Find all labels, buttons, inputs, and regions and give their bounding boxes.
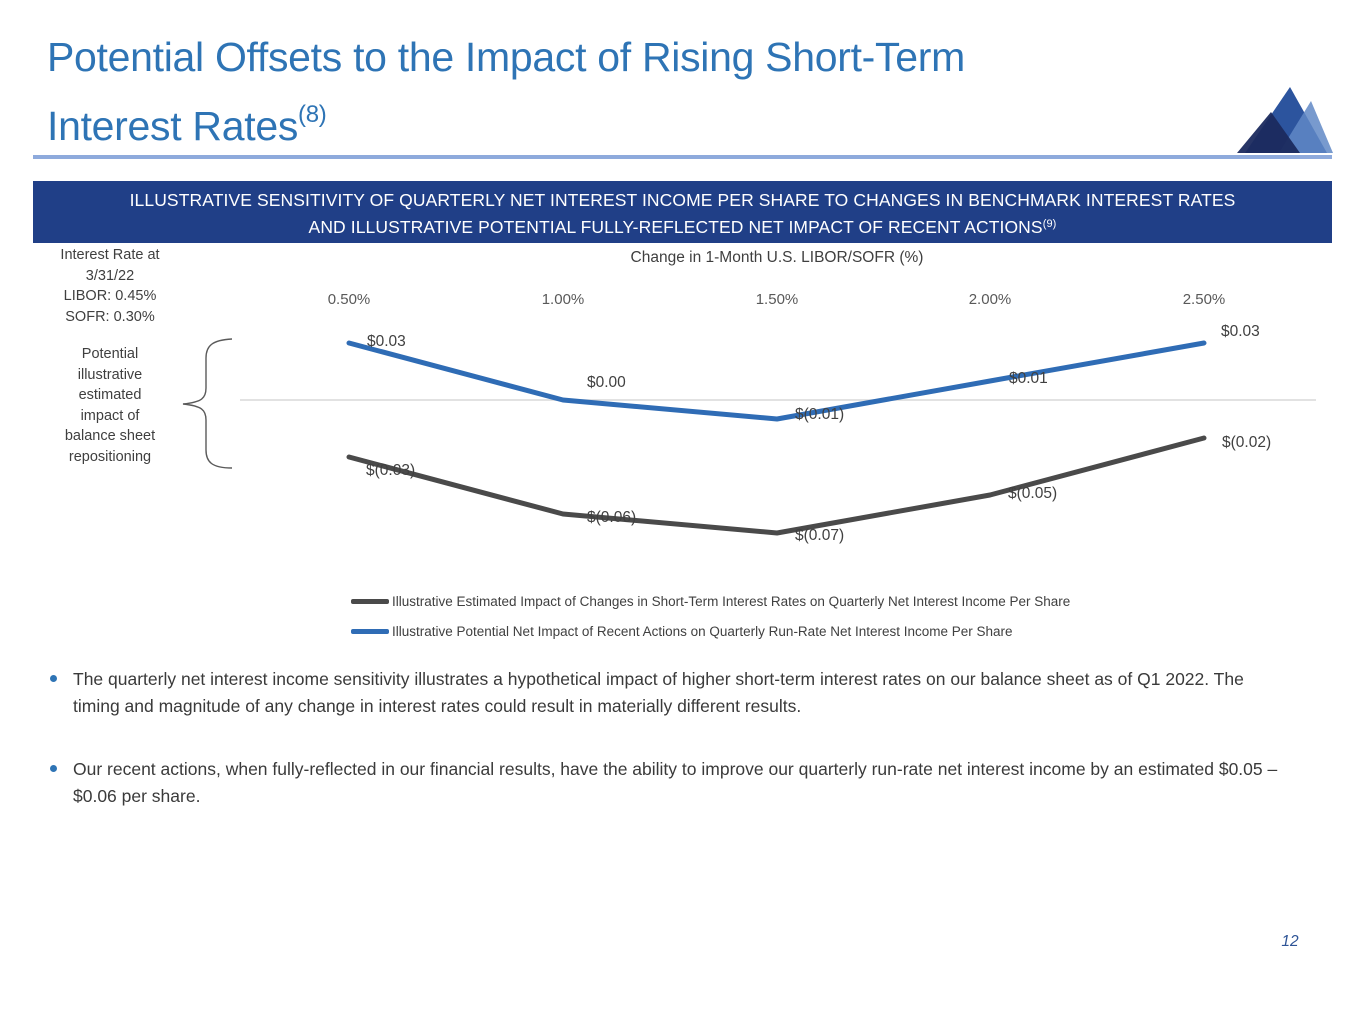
series-line-blue (346, 340, 1207, 422)
legend-line-swatch-blue (351, 628, 389, 634)
legend-label: Illustrative Potential Net Impact of Rec… (392, 623, 1013, 639)
x-axis-tick-label: 0.50% (327, 291, 371, 308)
title-underline (33, 155, 1332, 159)
data-point-label: $0.03 (367, 333, 406, 350)
balance-sheet-repositioning-note: Potential illustrative estimated impact … (64, 346, 156, 465)
x-axis-title: Change in 1-Month U.S. LIBOR/SOFR (%) (630, 249, 924, 266)
data-point-label: $0.03 (1221, 323, 1260, 340)
bullet-text: The quarterly net interest income sensit… (73, 669, 1244, 716)
bullet-item: The quarterly net interest income sensit… (50, 666, 1305, 720)
x-axis-tick-label: 1.00% (541, 291, 585, 308)
mountain-logo-icon (1237, 87, 1333, 153)
legend-item-estimated-impact: Illustrative Estimated Impact of Changes… (351, 592, 1070, 610)
banner-line-2: AND ILLUSTRATIVE POTENTIAL FULLY-REFLECT… (308, 217, 1057, 237)
data-point-label: $(0.01) (795, 406, 845, 423)
banner-line-1: ILLUSTRATIVE SENSITIVITY OF QUARTERLY NE… (129, 190, 1236, 210)
x-axis-tick-label: 2.00% (968, 291, 1012, 308)
title-line-1: Potential Offsets to the Impact of Risin… (47, 34, 965, 80)
x-axis-tick-label: 2.50% (1182, 291, 1226, 308)
title-line-2: Interest Rates (47, 103, 299, 149)
chart-legend: Illustrative Estimated Impact of Changes… (351, 592, 1070, 652)
data-point-label: $(0.06) (587, 509, 637, 526)
data-point-label: $(0.03) (366, 462, 416, 479)
bullet-dot-icon (50, 675, 57, 682)
bullet-text: Our recent actions, when fully-reflected… (73, 759, 1278, 806)
chart-banner: ILLUSTRATIVE SENSITIVITY OF QUARTERLY NE… (33, 181, 1332, 243)
x-axis-tick-label: 1.50% (755, 291, 799, 308)
series-line-gray (346, 435, 1207, 536)
legend-line-swatch-gray (351, 598, 389, 604)
page-title: Potential Offsets to the Impact of Risin… (47, 28, 1207, 155)
bullet-item: Our recent actions, when fully-reflected… (50, 756, 1305, 810)
data-point-label: $0.01 (1009, 370, 1048, 387)
data-point-label: $(0.05) (1008, 485, 1058, 502)
legend-label: Illustrative Estimated Impact of Changes… (392, 593, 1071, 609)
legend-item-net-impact: Illustrative Potential Net Impact of Rec… (351, 622, 1070, 640)
page-number: 12 (1281, 933, 1299, 950)
data-point-label: $(0.02) (1222, 434, 1272, 451)
banner-footnote-ref: (9) (1042, 218, 1057, 230)
title-footnote-ref: (8) (298, 101, 327, 128)
data-point-label: $(0.07) (795, 527, 845, 544)
interest-rate-note: Interest Rate at 3/31/22 LIBOR: 0.45% SO… (60, 247, 160, 325)
data-point-label: $0.00 (587, 374, 626, 391)
bullet-dot-icon (50, 765, 57, 772)
